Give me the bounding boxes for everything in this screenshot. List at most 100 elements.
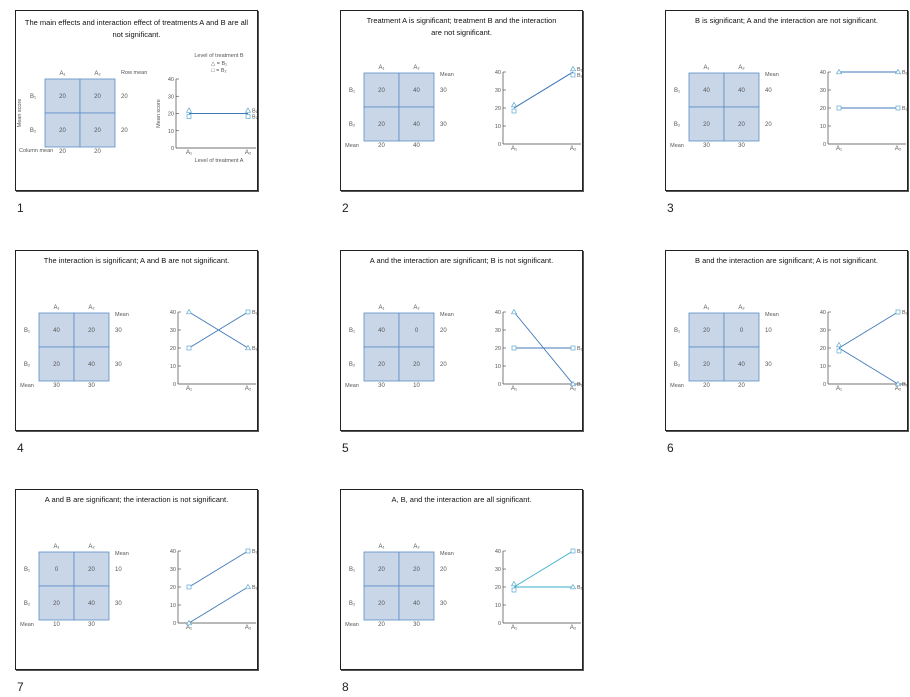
column-header-a1: A₁ <box>53 305 59 311</box>
triangle-marker-b1 <box>835 341 843 348</box>
row-mean-value: 20 <box>440 328 447 334</box>
row-mean-value: 20 <box>440 567 447 573</box>
row-header-b1: B₁ <box>24 567 30 573</box>
square-marker-b2 <box>836 348 842 354</box>
table-cell <box>363 346 400 382</box>
cell-value: 20 <box>378 122 385 128</box>
table-cell <box>723 312 760 348</box>
square-marker-b2 <box>186 114 192 119</box>
cell-value: 40 <box>413 601 420 607</box>
square-marker-b2 <box>570 72 576 78</box>
means-table: 40 20 20 40 A₁ A₂ B₁ B₂ Mean Mean 30 30 30 30 <box>20 305 129 389</box>
y-tick-label: 40 <box>170 549 176 555</box>
table-cell <box>73 346 110 382</box>
slide-thumbnail-5[interactable]: A and the interaction are significant; B… <box>340 250 583 431</box>
slide-thumbnail-1[interactable]: The main effects and interaction effect … <box>15 10 258 191</box>
row-mean-header: Mean <box>765 312 779 318</box>
square-marker-b2 <box>895 105 901 111</box>
x-tick-label-a2: A₂ <box>245 386 252 392</box>
row-mean-header: Mean <box>115 551 129 557</box>
cell-value: 40 <box>703 88 710 94</box>
column-mean-label: Mean <box>20 383 34 389</box>
table-cell <box>398 346 435 382</box>
y-tick-label: 10 <box>170 603 176 609</box>
row-mean-value: 30 <box>115 362 122 368</box>
slide-title: The main effects and interaction effect … <box>24 18 249 39</box>
slide-thumbnail-3[interactable]: B is significant; A and the interaction … <box>665 10 908 191</box>
series-label-b1: B₁ <box>577 382 582 388</box>
y-tick-label: 10 <box>170 364 176 370</box>
column-mean-value: 30 <box>378 383 385 389</box>
x-axis-label: Level of treatment A <box>195 158 244 164</box>
cell-value: 0 <box>740 328 744 334</box>
series-label-b2: B₂ <box>252 310 257 316</box>
triangle-marker-b1 <box>569 583 577 590</box>
column-header-a1: A₁ <box>378 65 384 71</box>
column-mean-label: Mean <box>20 622 34 628</box>
column-header-a1: A₁ <box>378 305 384 311</box>
y-tick-label: 30 <box>820 328 826 334</box>
slide-title: A, B, and the interaction are all signif… <box>391 495 532 504</box>
column-mean-value: 30 <box>413 622 420 628</box>
x-tick-label-a2: A₂ <box>245 150 252 156</box>
x-tick-label-a1: A₁ <box>511 625 517 631</box>
triangle-marker-b1 <box>510 308 518 315</box>
cell-value: 20 <box>378 567 385 573</box>
slide-thumbnail-7[interactable]: A and B are significant; the interaction… <box>15 489 258 670</box>
slide-title: The interaction is significant; A and B … <box>43 256 230 265</box>
cell-value: 20 <box>738 122 745 128</box>
square-marker-b2 <box>511 108 517 114</box>
table-cell <box>398 585 435 621</box>
table-cell <box>398 106 435 142</box>
x-tick-label-a2: A₂ <box>570 386 577 392</box>
cell-value: 20 <box>703 362 710 368</box>
means-table: 0 20 20 40 A₁ A₂ B₁ B₂ Mean Mean 10 30 10 30 <box>20 544 129 628</box>
row-mean-value: 30 <box>440 88 447 94</box>
table-cell <box>38 346 75 382</box>
x-tick-label-a1: A₁ <box>836 146 842 152</box>
slide-thumbnail-6[interactable]: B and the interaction are significant; A… <box>665 250 908 431</box>
column-header-a2: A₂ <box>413 544 420 550</box>
x-tick-label-a1: A₁ <box>186 386 192 392</box>
y-tick-label: 20 <box>170 346 176 352</box>
column-mean-label: Mean <box>345 622 359 628</box>
slide-thumbnail-2[interactable]: Treatment A is significant; treatment B … <box>340 10 583 191</box>
y-tick-label: 0 <box>823 142 826 148</box>
series-label-b1: B₁ <box>252 109 257 115</box>
means-table: 20 20 20 40 A₁ A₂ B₁ B₂ Mean Mean 20 30 20 30 <box>345 544 454 628</box>
y-tick-label: 30 <box>168 94 174 100</box>
row-mean-value: 20 <box>765 122 772 128</box>
x-tick-label-a2: A₂ <box>570 146 577 152</box>
cell-value: 40 <box>88 362 95 368</box>
row-mean-value: 10 <box>115 567 122 573</box>
slide-number: 4 <box>17 441 24 455</box>
series-label-b2: B₂ <box>577 346 582 352</box>
y-axis-label: Mean score <box>156 99 162 128</box>
series-label-b1: B₁ <box>902 70 907 76</box>
table-cell <box>363 106 400 142</box>
y-tick-label: 40 <box>495 70 501 76</box>
triangle-marker-b1 <box>894 68 902 75</box>
y-tick-label: 0 <box>498 382 501 388</box>
table-cell <box>688 312 725 348</box>
triangle-marker-b1 <box>185 619 193 626</box>
y-tick-label: 20 <box>820 106 826 112</box>
legend-b2: □ = B₂ <box>211 68 226 74</box>
slide-thumbnail-8[interactable]: A, B, and the interaction are all signif… <box>340 489 583 670</box>
series-label-b1: B₁ <box>902 382 907 388</box>
cell-value: 40 <box>738 88 745 94</box>
row-header-b1: B₁ <box>349 88 355 94</box>
y-tick-label: 30 <box>170 567 176 573</box>
table-cell <box>38 585 75 621</box>
square-marker-b2 <box>245 548 251 554</box>
table-cell <box>398 551 435 587</box>
series-label-b2: B₂ <box>577 549 582 555</box>
slide-thumbnail-4[interactable]: The interaction is significant; A and B … <box>15 250 258 431</box>
means-table: 20 40 20 40 A₁ A₂ B₁ B₂ Mean Mean 30 30 20 40 <box>345 65 454 149</box>
column-mean-value: 10 <box>413 383 420 389</box>
